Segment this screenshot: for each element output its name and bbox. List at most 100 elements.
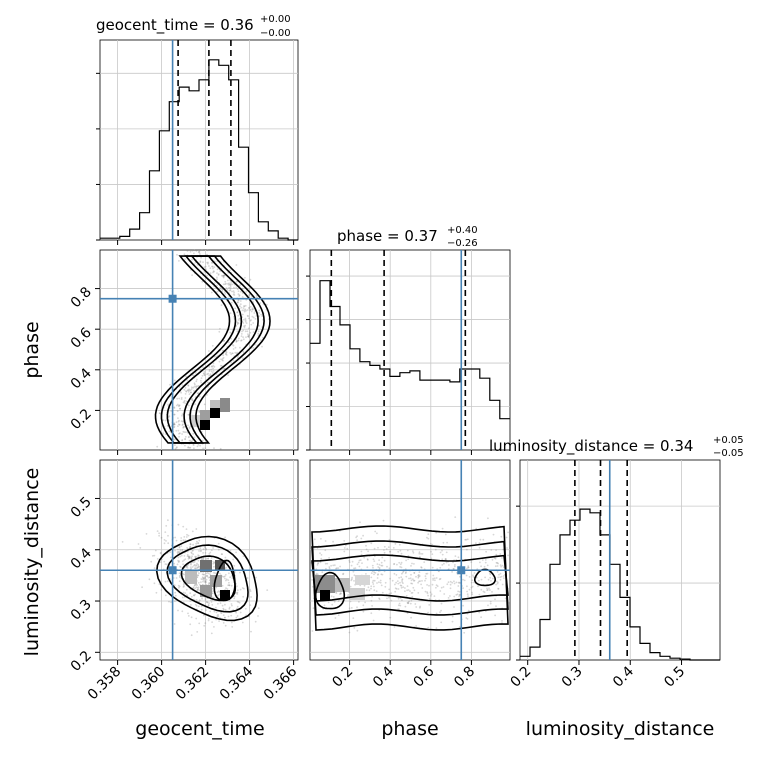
scatter-point — [195, 385, 197, 388]
scatter-point — [219, 270, 222, 273]
scatter-point — [224, 624, 227, 627]
scatter-point — [454, 564, 456, 566]
scatter-point — [244, 607, 247, 610]
scatter-point — [428, 598, 431, 600]
scatter-point — [188, 447, 191, 449]
x-tick-label: 0.2 — [507, 664, 534, 691]
scatter-point — [239, 300, 242, 302]
scatter-point — [202, 372, 205, 375]
scatter-point — [163, 542, 166, 545]
scatter-point — [388, 596, 390, 599]
scatter-point — [495, 553, 498, 556]
scatter-point — [484, 576, 486, 579]
scatter-point — [405, 559, 407, 562]
scatter-point — [249, 604, 252, 606]
scatter-point — [478, 593, 481, 596]
scatter-point — [244, 330, 247, 333]
scatter-point — [378, 597, 380, 600]
scatter-point — [415, 625, 417, 627]
scatter-point — [379, 581, 382, 584]
scatter-point — [366, 566, 369, 569]
scatter-point — [501, 583, 504, 586]
scatter-point — [383, 549, 385, 551]
scatter-point — [400, 566, 403, 569]
scatter-point — [430, 595, 432, 597]
scatter-point — [404, 572, 407, 575]
scatter-point — [160, 536, 163, 539]
scatter-point — [339, 592, 342, 595]
scatter-point — [459, 594, 461, 596]
scatter-point — [377, 566, 380, 568]
truth-marker — [168, 566, 177, 575]
scatter-point — [419, 606, 421, 609]
histogram — [520, 508, 720, 661]
scatter-point — [240, 339, 242, 342]
scatter-point — [241, 330, 243, 333]
scatter-point — [200, 581, 202, 583]
scatter-point — [417, 592, 420, 594]
scatter-point — [121, 541, 124, 543]
scatter-point — [183, 585, 185, 588]
scatter-point — [148, 578, 151, 581]
scatter-point — [177, 417, 179, 419]
scatter-point — [407, 589, 410, 591]
scatter-point — [375, 590, 378, 593]
scatter-point — [445, 551, 448, 554]
scatter-point — [320, 554, 323, 556]
scatter-point — [399, 566, 401, 568]
scatter-point — [251, 307, 254, 310]
scatter-point — [184, 387, 187, 389]
scatter-point — [244, 276, 246, 279]
scatter-point — [228, 289, 231, 292]
scatter-point — [197, 586, 200, 589]
y-tick-label: 0.3 — [68, 597, 95, 624]
y-tick-label: 0.8 — [68, 284, 95, 311]
scatter-point — [499, 576, 502, 579]
scatter-point — [410, 565, 412, 567]
scatter-point — [465, 538, 468, 541]
scatter-point — [500, 575, 503, 578]
scatter-point — [229, 352, 232, 354]
scatter-point — [228, 282, 231, 285]
scatter-point — [243, 318, 245, 321]
scatter-point — [182, 525, 185, 528]
scatter-point — [353, 574, 356, 577]
scatter-point — [238, 337, 240, 340]
scatter-point — [420, 553, 422, 555]
scatter-point — [389, 550, 392, 553]
scatter-point — [320, 557, 323, 560]
scatter-point — [192, 549, 194, 552]
scatter-point — [487, 517, 489, 520]
scatter-point — [357, 561, 360, 564]
scatter-point — [489, 589, 491, 591]
scatter-point — [356, 629, 359, 632]
scatter-point — [504, 597, 507, 600]
scatter-point — [348, 631, 351, 634]
scatter-point — [339, 565, 341, 568]
scatter-point — [183, 431, 186, 434]
scatter-point — [423, 561, 426, 563]
scatter-point — [234, 351, 237, 354]
scatter-point — [343, 540, 346, 542]
x-tick-label: 0.4 — [370, 663, 397, 690]
scatter-point — [449, 583, 452, 586]
scatter-point — [217, 594, 219, 597]
scatter-point — [181, 414, 183, 417]
scatter-point — [502, 575, 505, 577]
scatter-point — [170, 556, 172, 559]
scatter-point — [184, 402, 187, 405]
scatter-point — [217, 542, 220, 545]
scatter-point — [179, 407, 182, 410]
scatter-point — [182, 591, 185, 594]
scatter-point — [195, 555, 198, 558]
scatter-point — [380, 564, 383, 567]
scatter-point — [174, 594, 177, 597]
scatter-point — [203, 581, 206, 583]
scatter-point — [373, 571, 376, 574]
scatter-point — [216, 272, 218, 274]
scatter-point — [218, 360, 221, 363]
scatter-point — [380, 584, 383, 587]
scatter-point — [176, 563, 179, 566]
scatter-point — [199, 261, 202, 264]
scatter-point — [183, 253, 186, 256]
